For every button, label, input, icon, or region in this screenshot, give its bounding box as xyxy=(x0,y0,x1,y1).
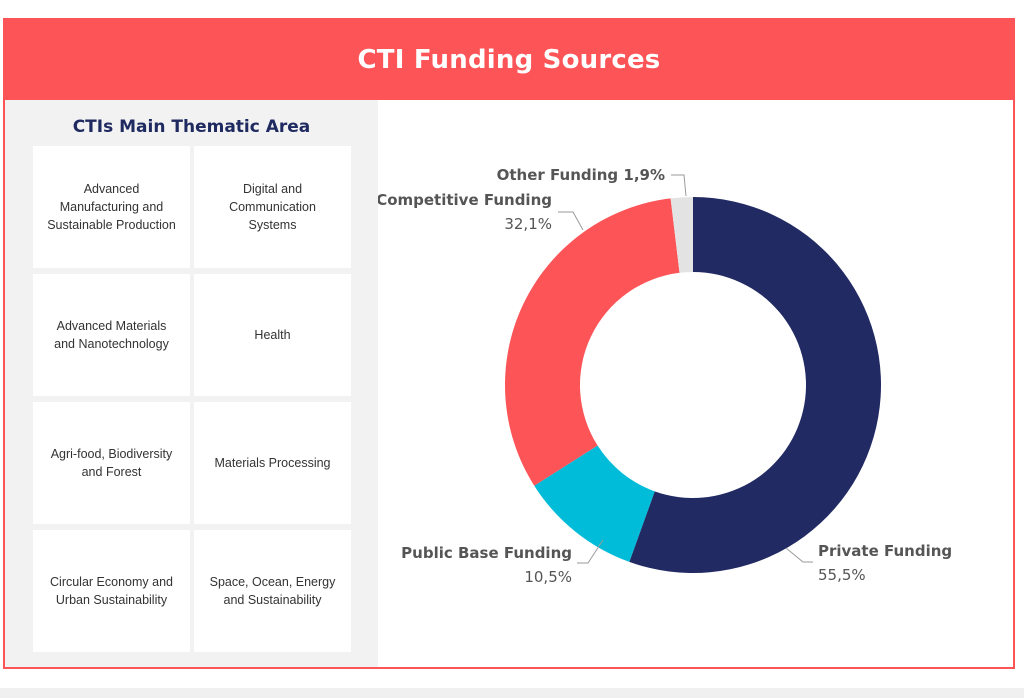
slice-label: Public Base Funding xyxy=(401,544,572,562)
slice-label: Competitive Funding xyxy=(378,191,552,209)
thematic-area-item[interactable]: Digital and Communication Systems xyxy=(194,146,351,268)
donut-chart-area: Private Funding 55,5% Public Base Funding 1… xyxy=(378,100,1013,667)
bottom-scroll-strip xyxy=(0,688,1024,698)
thematic-area-panel: CTIs Main Thematic Area Advanced Manufac… xyxy=(5,100,378,667)
thematic-area-item[interactable]: Health xyxy=(194,274,351,396)
thematic-area-item[interactable]: Advanced Manufacturing and Sustainable P… xyxy=(33,146,190,268)
slice-value-label: 32,1% xyxy=(504,215,552,233)
page-title: CTI Funding Sources xyxy=(357,45,661,75)
leader-line xyxy=(577,539,604,564)
thematic-area-grid: Advanced Manufacturing and Sustainable P… xyxy=(33,146,351,652)
thematic-area-item[interactable]: Space, Ocean, Energy and Sustainability xyxy=(194,530,351,652)
funding-donut-chart: Private Funding 55,5% Public Base Funding 1… xyxy=(378,166,952,586)
leader-line xyxy=(671,174,687,197)
donut-slice-public-base-funding[interactable] xyxy=(534,445,655,562)
donut-slice-private-funding[interactable] xyxy=(629,197,881,573)
thematic-area-item[interactable]: Agri-food, Biodiversity and Forest xyxy=(33,402,190,524)
thematic-area-heading: CTIs Main Thematic Area xyxy=(72,117,311,137)
donut-labels: Private Funding 55,5% Public Base Funding 1… xyxy=(378,166,952,586)
donut-slice-other-funding[interactable] xyxy=(670,197,693,273)
thematic-area-item[interactable]: Circular Economy and Urban Sustainabilit… xyxy=(33,530,190,652)
donut-leader-lines xyxy=(558,174,813,564)
leader-line xyxy=(785,547,813,563)
leader-line xyxy=(558,211,584,231)
slice-label: Private Funding xyxy=(818,542,952,560)
funding-panel: CTI Funding Sources CTIs Main Thematic A… xyxy=(3,18,1015,669)
slice-label: Other Funding 1,9% xyxy=(497,166,665,184)
donut-slice-competitive-funding[interactable] xyxy=(505,198,680,486)
slice-value-label: 10,5% xyxy=(524,568,572,586)
thematic-area-item[interactable]: Materials Processing xyxy=(194,402,351,524)
slice-value-label: 55,5% xyxy=(818,566,866,584)
thematic-area-item[interactable]: Advanced Materials and Nanotechnology xyxy=(33,274,190,396)
panel-header: CTI Funding Sources xyxy=(5,20,1013,100)
donut-slices xyxy=(505,197,881,573)
